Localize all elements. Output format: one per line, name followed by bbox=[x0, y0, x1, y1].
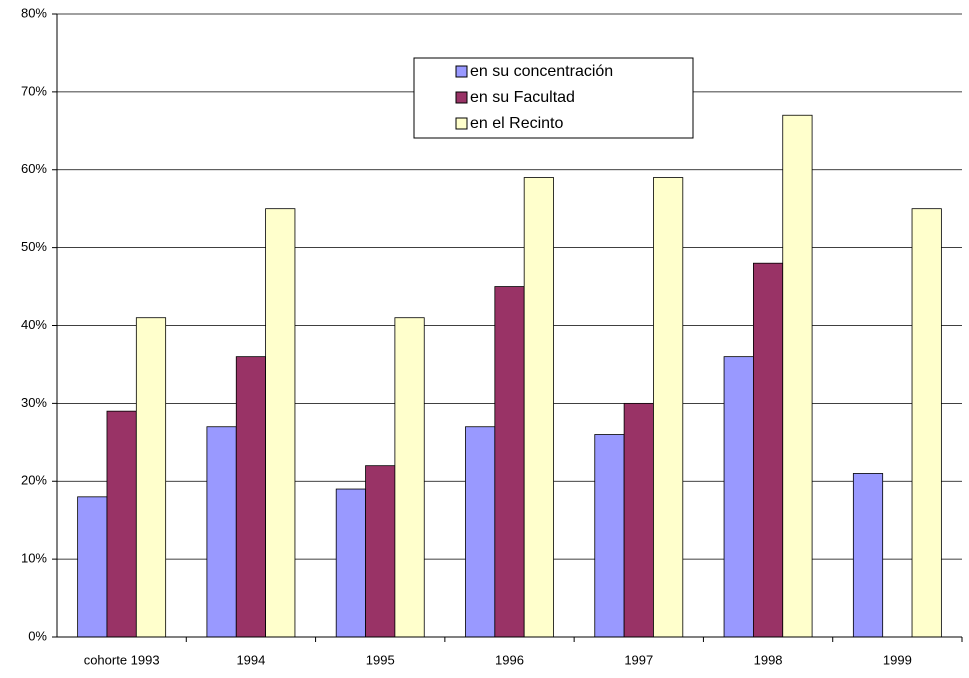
bar bbox=[523, 177, 554, 638]
bar bbox=[653, 177, 684, 638]
legend-label: en su Facultad bbox=[470, 89, 575, 106]
bar bbox=[752, 262, 784, 638]
legend: en su concentración en su Facultad en el R… bbox=[413, 57, 694, 139]
bar bbox=[723, 356, 754, 638]
legend-label: en el Recinto bbox=[470, 115, 563, 132]
x-tick-label: 1998 bbox=[754, 652, 783, 667]
bar bbox=[335, 488, 366, 638]
y-tick-label: 60% bbox=[21, 161, 47, 176]
x-tick-label: 1997 bbox=[624, 652, 653, 667]
bar bbox=[594, 434, 625, 638]
bar bbox=[623, 402, 654, 638]
bar bbox=[782, 114, 813, 638]
x-tick-label: 1996 bbox=[495, 652, 524, 667]
y-tick-label: 50% bbox=[21, 239, 47, 254]
x-tick-label: 1999 bbox=[883, 652, 912, 667]
bar bbox=[394, 317, 425, 638]
bar bbox=[206, 426, 237, 638]
y-tick-label: 20% bbox=[21, 473, 47, 488]
bar bbox=[911, 208, 942, 638]
legend-label: en su concentración bbox=[470, 63, 613, 80]
bar bbox=[465, 426, 496, 638]
x-tick-label: cohorte 1993 bbox=[84, 652, 160, 667]
y-tick-label: 40% bbox=[21, 317, 47, 332]
y-tick-label: 70% bbox=[21, 83, 47, 98]
bar bbox=[77, 496, 108, 638]
y-tick-label: 10% bbox=[21, 551, 47, 566]
x-tick-label: 1995 bbox=[366, 652, 395, 667]
x-tick-label: 1994 bbox=[236, 652, 265, 667]
y-tick-label: 30% bbox=[21, 395, 47, 410]
bar bbox=[265, 208, 296, 638]
legend-swatch bbox=[455, 91, 468, 104]
bar bbox=[365, 465, 396, 638]
legend-swatch bbox=[455, 117, 468, 130]
bar bbox=[494, 286, 525, 638]
bar bbox=[135, 317, 167, 638]
y-tick-label: 0% bbox=[28, 628, 47, 643]
bar bbox=[852, 473, 884, 638]
y-tick-label: 80% bbox=[21, 5, 47, 20]
bar bbox=[235, 356, 267, 638]
legend-swatch bbox=[455, 65, 468, 78]
bar bbox=[106, 410, 137, 638]
